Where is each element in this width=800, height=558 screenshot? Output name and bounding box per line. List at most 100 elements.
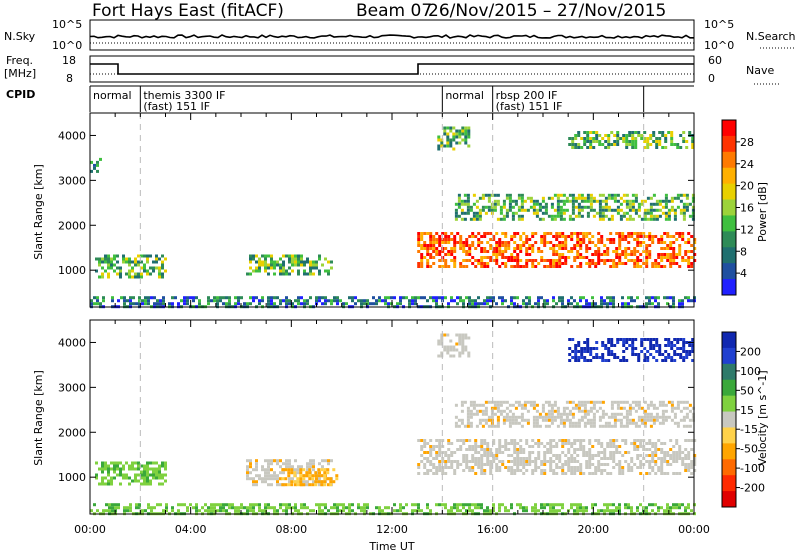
power-data-cell: [511, 199, 515, 203]
velocity-data-cell: [111, 506, 114, 510]
power-data-cell: [466, 208, 470, 212]
velocity-data-cell: [447, 442, 451, 445]
velocity-data-cell: [547, 403, 551, 407]
velocity-data-cell: [660, 457, 664, 460]
power-data-cell: [642, 241, 646, 244]
power-data-cell: [303, 269, 306, 273]
velocity-data-cell: [469, 412, 473, 416]
velocity-data-cell: [279, 506, 282, 510]
power-data-cell: [444, 259, 448, 262]
station-title: Fort Hays East (fitACF): [92, 1, 284, 21]
power-data-cell: [156, 299, 159, 303]
power-data-cell: [633, 238, 637, 241]
power-data-cell: [366, 302, 369, 306]
power-data-cell: [571, 217, 575, 221]
velocity-data-cell: [690, 439, 694, 442]
power-data-cell: [146, 272, 149, 276]
power-data-cell: [306, 302, 309, 306]
velocity-data-cell: [643, 338, 647, 341]
power-data-cell: [685, 202, 689, 206]
velocity-data-cell: [480, 460, 484, 463]
velocity-data-cell: [510, 466, 514, 469]
power-data-cell: [589, 199, 593, 203]
power-data-cell: [645, 265, 649, 268]
power-data-cell: [525, 235, 529, 238]
power-data-cell: [589, 208, 593, 212]
power-data-cell: [261, 263, 264, 267]
power-data-cell: [510, 238, 514, 241]
velocity-data-cell: [616, 400, 620, 404]
power-data-cell: [574, 137, 578, 140]
velocity-data-cell: [618, 445, 622, 448]
power-data-cell: [432, 241, 436, 244]
power-data-cell: [628, 134, 632, 137]
velocity-data-cell: [648, 503, 651, 507]
velocity-data-cell: [598, 424, 602, 428]
velocity-data-cell: [651, 454, 655, 457]
velocity-data-cell: [639, 439, 643, 442]
velocity-data-cell: [276, 480, 279, 484]
velocity-data-cell: [101, 479, 104, 483]
velocity-data-cell: [609, 451, 613, 454]
power-data-cell: [472, 217, 476, 221]
velocity-data-cell: [481, 412, 485, 416]
power-data-cell: [612, 238, 616, 241]
velocity-data-cell: [164, 461, 167, 465]
velocity-data-cell: [559, 418, 563, 422]
velocity-data-cell: [688, 418, 692, 422]
power-data-cell: [679, 199, 683, 203]
power-data-cell: [570, 250, 574, 253]
power-data-cell: [483, 247, 487, 250]
power-data-cell: [420, 265, 424, 268]
power-data-cell: [648, 256, 652, 259]
velocity-data-cell: [474, 439, 478, 442]
power-data-cell: [604, 214, 608, 218]
power-data-cell: [600, 238, 604, 241]
power-data-cell: [525, 247, 529, 250]
power-data-cell: [429, 265, 433, 268]
velocity-data-cell: [634, 347, 638, 350]
velocity-data-cell: [204, 509, 207, 513]
power-data-cell: [540, 296, 543, 300]
velocity-data-cell: [357, 503, 360, 507]
velocity-data-cell: [505, 412, 509, 416]
velocity-data-cell: [679, 400, 683, 404]
power-data-cell: [670, 134, 674, 137]
power-data-cell: [429, 247, 433, 250]
power-data-cell: [645, 250, 649, 253]
power-data-cell: [670, 196, 674, 200]
velocity-data-cell: [329, 477, 333, 481]
power-data-cell: [462, 247, 466, 250]
power-data-cell: [465, 296, 468, 300]
velocity-data-cell: [625, 347, 629, 350]
power-data-cell: [478, 214, 482, 218]
power-data-cell: [93, 302, 96, 306]
velocity-data-cell: [627, 466, 631, 469]
velocity-data-cell: [311, 477, 315, 481]
velocity-data-cell: [589, 421, 593, 425]
velocity-data-cell: [455, 342, 459, 346]
velocity-data-cell: [622, 338, 626, 341]
velocity-data-cell: [458, 336, 462, 340]
velocity-data-cell: [302, 468, 306, 472]
power-data-cell: [153, 296, 156, 300]
velocity-data-cell: [320, 474, 324, 478]
power-data-cell: [288, 260, 291, 264]
velocity-data-cell: [249, 459, 252, 463]
power-data-cell: [318, 254, 321, 258]
velocity-data-cell: [658, 347, 662, 350]
velocity-data-cell: [467, 351, 471, 355]
velocity-data-cell: [264, 471, 267, 475]
power-data-cell: [579, 296, 582, 300]
velocity-data-cell: [443, 348, 447, 352]
power-data-cell: [459, 247, 463, 250]
power-data-cell: [96, 299, 99, 303]
velocity-data-cell: [606, 463, 610, 466]
power-data-cell: [366, 299, 369, 303]
nsky-trace: [89, 34, 694, 39]
power-data-cell: [621, 235, 625, 238]
power-data-cell: [147, 299, 150, 303]
velocity-data-cell: [660, 451, 664, 454]
power-data-cell: [672, 250, 676, 253]
